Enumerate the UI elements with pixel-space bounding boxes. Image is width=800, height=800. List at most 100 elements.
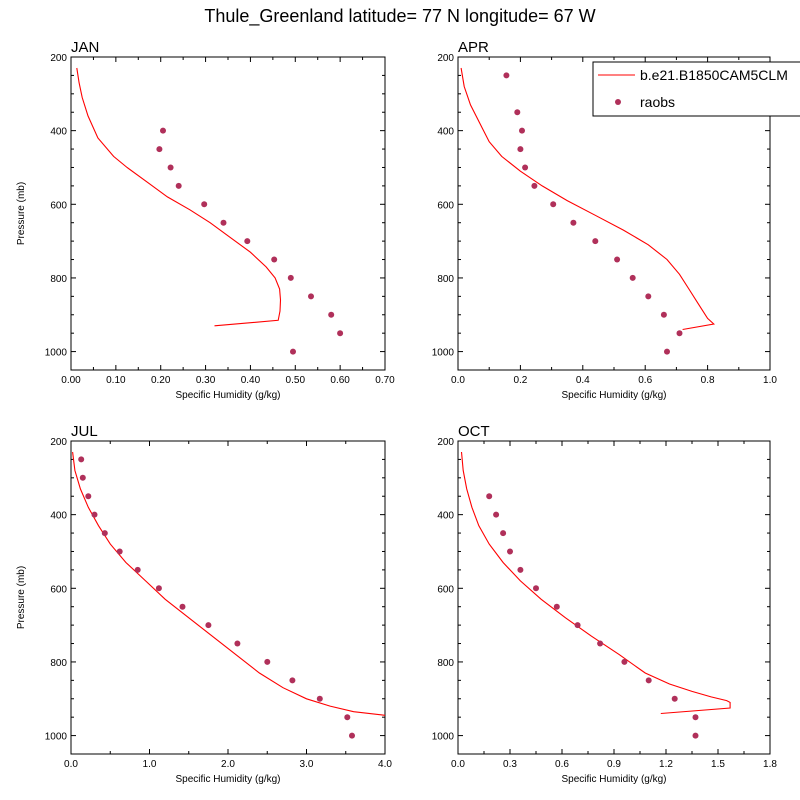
raobs-point <box>308 293 314 300</box>
y-axis-label: Pressure (mb) <box>16 566 27 629</box>
model-profile-line <box>72 451 385 716</box>
raobs-point <box>671 695 678 702</box>
panel-oct: OCT 0.0 0.3 0.6 0.9 1.2 1.5 1.8 200 400 600 800 1000… <box>432 423 778 785</box>
y-axis-label: Pressure (mb) <box>16 182 27 245</box>
raobs-point <box>179 603 186 610</box>
y-tick-label: 200 <box>50 437 67 448</box>
y-tick-label: 600 <box>437 584 454 595</box>
x-tick-label: 0.50 <box>286 375 306 386</box>
x-tick-label: 1.0 <box>143 759 157 770</box>
raobs-point <box>78 456 85 463</box>
y-tick-label: 400 <box>437 511 454 522</box>
x-tick-label: 0.6 <box>638 375 652 386</box>
raobs-point <box>645 293 652 300</box>
legend-obs-swatch <box>615 99 621 105</box>
y-tick-label: 600 <box>50 200 67 211</box>
raobs-point <box>660 311 667 318</box>
panel-title: JUL <box>71 423 98 440</box>
raobs-point <box>592 238 599 245</box>
legend-model-label: b.e21.B1850CAM5CLM <box>640 67 788 83</box>
y-tick-label: 800 <box>50 658 67 669</box>
raobs-point <box>205 622 212 629</box>
y-tick-label: 200 <box>50 53 67 64</box>
raobs-point <box>271 256 278 263</box>
raobs-point <box>692 714 699 721</box>
y-tick-label: 800 <box>50 274 67 285</box>
plot-area <box>460 67 716 355</box>
raobs-point <box>244 238 251 245</box>
x-tick-label: 0.0 <box>451 375 465 386</box>
raobs-point <box>517 146 524 153</box>
panel-apr: APR 0.0 0.2 0.4 0.6 0.8 1.0 200 400 600 800 1000 Spe… <box>432 39 778 401</box>
raobs-point <box>531 182 538 189</box>
y-tick-label: 200 <box>437 437 454 448</box>
y-tick-label: 200 <box>437 53 454 64</box>
model-profile-line <box>460 451 731 715</box>
raobs-point <box>316 695 323 702</box>
raobs-point <box>629 274 636 281</box>
y-tick-label: 1000 <box>45 732 68 743</box>
x-tick-label: 0.10 <box>106 375 126 386</box>
raobs-point <box>500 530 507 537</box>
raobs-point <box>570 219 577 226</box>
raobs-point <box>621 658 628 665</box>
x-tick-label: 4.0 <box>378 759 392 770</box>
raobs-point <box>349 732 355 739</box>
x-tick-label: 0.8 <box>701 375 715 386</box>
raobs-point <box>175 182 182 189</box>
y-tick-label: 800 <box>437 658 454 669</box>
raobs-point <box>574 622 581 629</box>
raobs-point <box>264 658 271 665</box>
x-axis-label: Specific Humidity (g/kg) <box>561 390 666 401</box>
raobs-point <box>160 127 166 134</box>
raobs-point <box>328 311 335 318</box>
plot-frame <box>70 440 386 755</box>
x-axis-label: Specific Humidity (g/kg) <box>561 774 666 785</box>
raobs-point <box>79 474 86 481</box>
raobs-point <box>91 511 98 518</box>
raobs-point <box>597 640 604 647</box>
raobs-point <box>156 146 163 153</box>
x-axis-label: Specific Humidity (g/kg) <box>175 390 280 401</box>
y-tick-label: 400 <box>50 511 67 522</box>
raobs-point <box>676 330 683 337</box>
y-tick-label: 600 <box>437 200 454 211</box>
x-tick-label: 1.5 <box>711 759 725 770</box>
panel-title: APR <box>458 39 489 56</box>
plot-area <box>460 451 731 739</box>
raobs-point <box>134 566 141 573</box>
raobs-point <box>167 164 174 171</box>
raobs-point <box>692 732 699 739</box>
legend: b.e21.B1850CAM5CLM raobs <box>592 61 800 117</box>
raobs-point <box>289 677 296 684</box>
y-tick-label: 800 <box>437 274 454 285</box>
raobs-point <box>220 219 227 226</box>
plot-frame <box>457 440 771 755</box>
raobs-point <box>514 109 521 116</box>
x-tick-label: 0.4 <box>576 375 590 386</box>
raobs-point <box>664 348 670 355</box>
y-tick-label: 600 <box>50 584 67 595</box>
plot-frame <box>70 56 386 371</box>
x-tick-label: 2.0 <box>221 759 235 770</box>
panel-title: OCT <box>458 423 490 440</box>
figure-title: Thule_Greenland latitude= 77 N longitude… <box>204 6 595 27</box>
x-tick-label: 3.0 <box>300 759 314 770</box>
raobs-point <box>155 585 162 592</box>
x-tick-label: 0.00 <box>61 375 81 386</box>
x-tick-label: 0.60 <box>330 375 350 386</box>
plot-area <box>76 67 344 355</box>
x-tick-label: 0.6 <box>555 759 569 770</box>
y-tick-label: 1000 <box>432 732 455 743</box>
raobs-point <box>533 585 539 592</box>
raobs-point <box>493 511 500 518</box>
raobs-point <box>290 348 296 355</box>
raobs-point <box>517 566 524 573</box>
raobs-point <box>287 274 294 281</box>
raobs-point <box>522 164 529 171</box>
x-tick-label: 0.30 <box>196 375 216 386</box>
raobs-point <box>519 127 525 134</box>
x-tick-label: 0.20 <box>151 375 171 386</box>
